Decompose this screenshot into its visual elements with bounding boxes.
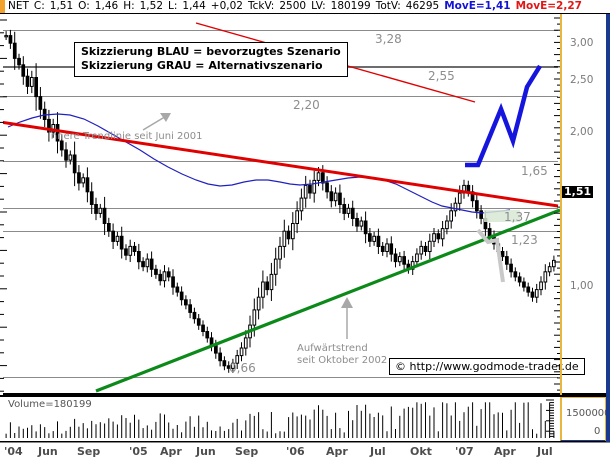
price-tick-1-00: 1,00 <box>570 280 594 292</box>
chart-drawing-layer <box>0 22 561 393</box>
change-value: +0,02 <box>210 0 243 12</box>
date-label-3: '05 <box>129 445 148 458</box>
alternative-scenario-sketch <box>476 228 505 283</box>
legend-line-blue: Skizzierung BLAU = bevorzugtes Szenario <box>81 45 341 58</box>
uptrend-annotation-line1: Aufwärtstrend <box>297 343 368 354</box>
totalvol-value: 46295 <box>405 0 440 12</box>
date-label-1: Jun <box>38 445 58 458</box>
pane-divider <box>0 395 610 397</box>
consolidation-highlight <box>484 210 520 222</box>
symbol-label: NET <box>8 0 29 12</box>
date-axis: '04 Jun Sep '05 Apr Jun Sep '06 Apr Jul … <box>0 442 610 462</box>
volume-axis-rail <box>560 397 562 442</box>
left-axis-rail <box>0 14 3 395</box>
last-price-tag: 1,51 <box>562 185 594 198</box>
date-label-12: Apr <box>494 445 516 458</box>
volume-tick-top: 1500000 <box>566 408 610 419</box>
lastvol-label: LV: <box>311 0 326 12</box>
price-axis-ticks <box>554 17 560 391</box>
volume-title: Volume=180199 <box>8 399 92 410</box>
level-label-1-65: 1,65 <box>521 164 548 178</box>
level-label-0-66: 0,66 <box>229 361 256 375</box>
price-chart-pane[interactable]: 3,28 2,55 2,20 1,65 1,37 1,23 0,66 Skizz… <box>0 14 610 395</box>
date-label-13: Jul <box>537 445 553 458</box>
date-label-4: Apr <box>160 445 182 458</box>
preferred-scenario-sketch <box>465 64 542 168</box>
uptrend-annotation-line2: seit Oktober 2002 <box>297 355 388 366</box>
volume-bottom-divider <box>0 441 606 442</box>
low-label: L: <box>168 0 178 12</box>
date-label-9: Jul <box>370 445 386 458</box>
volume-tick-bottom: 0 <box>594 426 601 437</box>
date-label-2: Sep <box>77 445 101 458</box>
date-label-8: Apr <box>326 445 348 458</box>
date-label-6: Sep <box>235 445 259 458</box>
high-label: H: <box>123 0 135 12</box>
date-label-5: Jun <box>196 445 216 458</box>
price-tick-2-50: 2,50 <box>570 74 594 86</box>
low-value: 1,44 <box>182 0 206 12</box>
moving-average-fast-label: MovE=1,41 <box>444 0 511 12</box>
lastvol-value: 180199 <box>330 0 371 12</box>
moving-average-slow-label: MovE=2,27 <box>515 0 582 12</box>
volume-drawing-layer <box>5 399 555 438</box>
tickvol-value: 2500 <box>279 0 307 12</box>
open-value: 1,46 <box>94 0 119 12</box>
legend-line-grey: Skizzierung GRAU = Alternativszenario <box>81 59 323 72</box>
close-value: 1,51 <box>49 0 74 12</box>
level-line-3-28 <box>0 30 558 31</box>
level-label-2-55: 2,55 <box>428 69 455 83</box>
resistance-trendline <box>0 120 559 208</box>
level-label-3-28: 3,28 <box>375 32 402 46</box>
level-line-0-66 <box>0 377 558 378</box>
right-frame-border <box>606 14 610 442</box>
level-label-1-23: 1,23 <box>511 233 538 247</box>
volume-chart-pane[interactable] <box>0 397 610 442</box>
date-label-10: Okt <box>410 445 432 458</box>
quote-tab-marker <box>0 0 5 13</box>
price-tick-3-00: 3,00 <box>570 37 594 49</box>
level-line-1-65 <box>0 161 558 162</box>
totalvol-label: TotV: <box>375 0 401 12</box>
quote-header-bar: NET C: 1,51 O: 1,46 H: 1,52 L: 1,44 +0,02 TckV: 250… <box>0 0 610 14</box>
level-label-1-37: 1,37 <box>504 210 531 224</box>
open-label: O: <box>78 0 90 12</box>
high-value: 1,52 <box>139 0 164 12</box>
price-tick-2-00: 2,00 <box>570 126 594 138</box>
level-line-1-37 <box>0 208 558 209</box>
close-label: C: <box>33 0 45 12</box>
price-axis-rail <box>560 14 562 395</box>
inner-trendline-annotation: innere Trendlinie seit Juni 2001 <box>48 131 203 142</box>
level-label-2-20: 2,20 <box>293 98 320 112</box>
tickvol-label: TckV: <box>247 0 275 12</box>
level-line-2-20 <box>0 96 558 97</box>
date-label-7: '06 <box>286 445 305 458</box>
scenario-legend-box: Skizzierung BLAU = bevorzugtes Szenario … <box>74 42 348 77</box>
date-label-11: '07 <box>455 445 474 458</box>
date-label-0: '04 <box>4 445 23 458</box>
support-trendline <box>95 208 561 393</box>
level-line-1-23 <box>0 231 558 232</box>
left-axis-ticks <box>0 19 7 392</box>
copyright-watermark: © http://www.godmode-trader.de <box>389 358 585 375</box>
quote-header-text: NET C: 1,51 O: 1,46 H: 1,52 L: 1,44 +0,02 TckV: 250… <box>8 0 587 13</box>
